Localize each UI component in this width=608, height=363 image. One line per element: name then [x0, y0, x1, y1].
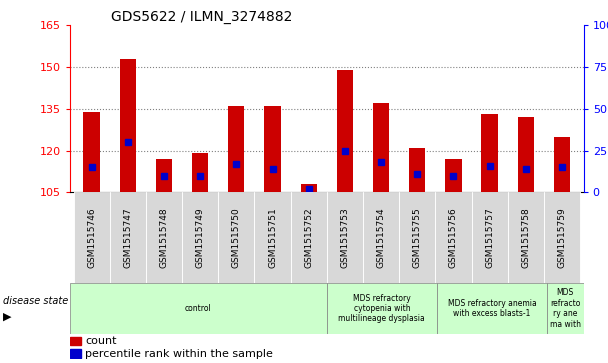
Bar — [192, 154, 209, 192]
Text: GSM1515748: GSM1515748 — [159, 207, 168, 268]
Text: GSM1515757: GSM1515757 — [485, 207, 494, 268]
Bar — [482, 114, 498, 192]
Bar — [554, 137, 570, 192]
Text: GSM1515750: GSM1515750 — [232, 207, 241, 268]
Text: GSM1515749: GSM1515749 — [196, 207, 205, 268]
Text: count: count — [85, 336, 117, 346]
Bar — [435, 192, 472, 283]
Bar — [70, 283, 327, 334]
Bar — [300, 184, 317, 192]
Bar — [399, 192, 435, 283]
Bar — [445, 159, 461, 192]
Bar — [120, 59, 136, 192]
Bar — [291, 192, 326, 283]
Bar — [264, 106, 281, 192]
Text: GSM1515759: GSM1515759 — [558, 207, 567, 268]
Bar — [156, 159, 172, 192]
Text: GSM1515755: GSM1515755 — [413, 207, 422, 268]
Text: GSM1515754: GSM1515754 — [376, 207, 385, 268]
Bar — [547, 283, 584, 334]
Text: disease state: disease state — [3, 296, 68, 306]
Bar — [182, 192, 218, 283]
Bar — [472, 192, 508, 283]
Bar — [437, 283, 547, 334]
Text: MDS
refracto
ry ane
ma with: MDS refracto ry ane ma with — [550, 289, 581, 329]
Bar — [74, 192, 109, 283]
Bar — [228, 106, 244, 192]
Bar — [409, 148, 426, 192]
Text: percentile rank within the sample: percentile rank within the sample — [85, 349, 273, 359]
Bar — [517, 117, 534, 192]
Bar — [544, 192, 580, 283]
Text: MDS refractory anemia
with excess blasts-1: MDS refractory anemia with excess blasts… — [447, 299, 536, 318]
Bar — [83, 112, 100, 192]
Bar — [327, 192, 363, 283]
Text: GSM1515747: GSM1515747 — [123, 207, 133, 268]
Bar — [508, 192, 544, 283]
Text: MDS refractory
cytopenia with
multilineage dysplasia: MDS refractory cytopenia with multilinea… — [339, 294, 425, 323]
Bar — [373, 103, 389, 192]
Bar — [363, 192, 399, 283]
Text: control: control — [185, 304, 212, 313]
Text: GSM1515753: GSM1515753 — [340, 207, 350, 268]
Bar — [70, 349, 81, 358]
Text: GSM1515756: GSM1515756 — [449, 207, 458, 268]
Text: ▶: ▶ — [3, 311, 12, 321]
Text: GSM1515751: GSM1515751 — [268, 207, 277, 268]
Bar — [146, 192, 182, 283]
Bar — [337, 70, 353, 192]
Bar — [218, 192, 254, 283]
Text: GDS5622 / ILMN_3274882: GDS5622 / ILMN_3274882 — [111, 11, 292, 24]
Bar — [327, 283, 437, 334]
Text: GSM1515752: GSM1515752 — [304, 207, 313, 268]
Bar — [254, 192, 291, 283]
Text: GSM1515758: GSM1515758 — [521, 207, 530, 268]
Text: GSM1515746: GSM1515746 — [87, 207, 96, 268]
Bar — [109, 192, 146, 283]
Bar — [70, 337, 81, 346]
